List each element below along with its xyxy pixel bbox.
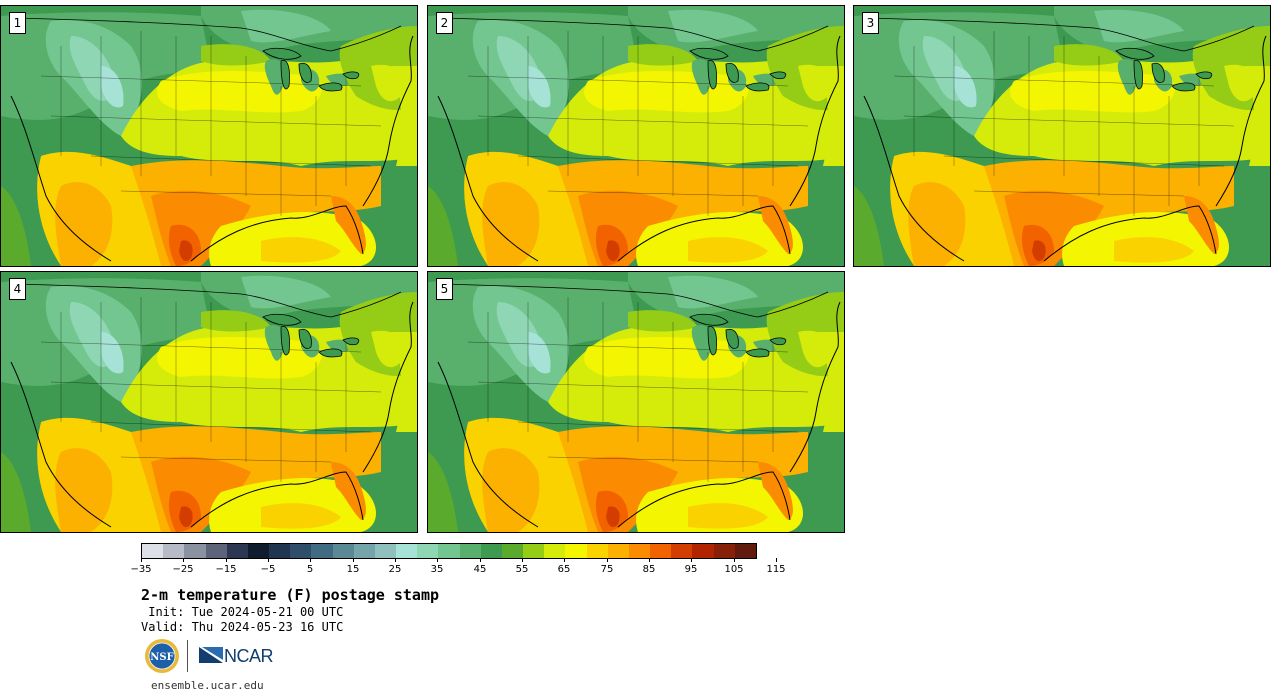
colorbar-tick-label: 115	[766, 564, 786, 575]
map-panel-3[interactable]: 3	[853, 5, 1271, 267]
colorbar-swatch	[205, 544, 227, 558]
temperature-map-2	[428, 6, 844, 266]
website-url: ensemble.ucar.edu	[151, 679, 264, 692]
colorbar-swatch	[501, 544, 524, 558]
temperature-map-4	[1, 272, 417, 532]
colorbar-swatch	[692, 544, 714, 558]
member-label-5: 5	[436, 278, 453, 300]
colorbar-swatch	[226, 544, 248, 558]
colorbar-swatch	[671, 544, 693, 558]
valid-time: Valid: Thu 2024-05-23 16 UTC	[141, 620, 344, 634]
colorbar-swatch	[713, 544, 735, 558]
colorbar-tick-label: 95	[684, 564, 698, 575]
colorbar-tick-mark	[141, 558, 142, 562]
colorbar-swatch	[734, 544, 756, 558]
member-label-1: 1	[9, 12, 26, 34]
colorbar-tick-mark	[607, 558, 608, 562]
colorbar-tick-mark	[310, 558, 311, 562]
colorbar-swatch	[374, 544, 397, 558]
colorbar-swatch	[290, 544, 312, 558]
colorbar-swatch	[565, 544, 587, 558]
colorbar-tick-mark	[226, 558, 227, 562]
ncar-logo-icon	[199, 647, 223, 663]
colorbar-tick-mark	[649, 558, 650, 562]
temperature-map-1	[1, 6, 417, 266]
member-label-3: 3	[862, 12, 879, 34]
colorbar-tick-label: −5	[260, 564, 276, 575]
colorbar-swatch	[247, 544, 270, 558]
colorbar-swatch	[417, 544, 439, 558]
map-panel-1[interactable]: 1	[0, 5, 418, 267]
colorbar-tick-mark	[564, 558, 565, 562]
member-label-4: 4	[9, 278, 26, 300]
ncar-logo-text: NCAR	[224, 646, 274, 666]
colorbar-swatch	[586, 544, 608, 558]
colorbar-tick-label: 25	[388, 564, 402, 575]
map-panel-4[interactable]: 4	[0, 271, 418, 533]
colorbar-swatch	[332, 544, 354, 558]
colorbar-swatch	[142, 544, 164, 558]
colorbar-tick-mark	[776, 558, 777, 562]
init-time: Init: Tue 2024-05-21 00 UTC	[141, 605, 344, 619]
colorbar-tick-label: −15	[215, 564, 237, 575]
colorbar-tick-label: 55	[515, 564, 529, 575]
map-panel-5[interactable]: 5	[427, 271, 845, 533]
nsf-logo-icon: NSF	[145, 639, 179, 673]
colorbar-tick-mark	[734, 558, 735, 562]
colorbar-tick-mark	[480, 558, 481, 562]
colorbar-tick-mark	[522, 558, 523, 562]
colorbar-tick-label: −35	[130, 564, 152, 575]
colorbar-tick-label: 75	[600, 564, 614, 575]
colorbar-tick-label: 15	[346, 564, 360, 575]
colorbar-swatch	[269, 544, 291, 558]
colorbar-swatch	[628, 544, 651, 558]
colorbar-swatch	[650, 544, 672, 558]
colorbar-swatch	[544, 544, 566, 558]
colorbar-swatch	[163, 544, 185, 558]
colorbar-swatch	[184, 544, 206, 558]
colorbar-tick-mark	[183, 558, 184, 562]
colorbar-tick-mark	[691, 558, 692, 562]
colorbar-swatch	[353, 544, 375, 558]
logo-divider	[187, 640, 188, 672]
page-title: 2-m temperature (F) postage stamp	[141, 586, 440, 604]
colorbar-tick-label: −25	[172, 564, 194, 575]
colorbar-swatch	[607, 544, 629, 558]
temperature-map-5	[428, 272, 844, 532]
nsf-logo-text: NSF	[150, 652, 173, 663]
colorbar-swatch	[480, 544, 502, 558]
colorbar-tick-labels: −35 −25 −15 −5 5 15 25 35 45 55 65 75 85 95 105 115	[130, 558, 786, 578]
colorbar-tick-label: 65	[557, 564, 571, 575]
colorbar-swatch	[438, 544, 460, 558]
colorbar-tick-label: 35	[430, 564, 444, 575]
colorbar-swatch	[459, 544, 481, 558]
member-label-2: 2	[436, 12, 453, 34]
logo-row: NSF NCAR	[144, 638, 284, 676]
map-panel-2[interactable]: 2	[427, 5, 845, 267]
temperature-colorbar	[141, 543, 757, 559]
colorbar-swatch	[523, 544, 545, 558]
colorbar-tick-mark	[268, 558, 269, 562]
colorbar-tick-label: 85	[642, 564, 656, 575]
colorbar-tick-mark	[353, 558, 354, 562]
colorbar-tick-label: 105	[724, 564, 744, 575]
colorbar-swatch	[396, 544, 418, 558]
temperature-map-3	[854, 6, 1270, 266]
colorbar-tick-mark	[437, 558, 438, 562]
colorbar-tick-mark	[395, 558, 396, 562]
colorbar-swatch	[311, 544, 333, 558]
colorbar-tick-label: 45	[473, 564, 487, 575]
colorbar-tick-label: 5	[306, 564, 314, 575]
